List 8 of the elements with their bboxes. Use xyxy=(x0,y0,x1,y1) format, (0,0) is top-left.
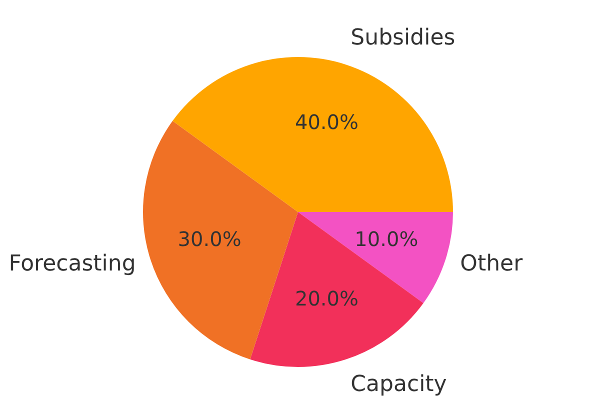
slice-label: Other xyxy=(460,251,524,276)
data-label: 10.0% xyxy=(354,226,418,251)
slice-label: Capacity xyxy=(350,372,447,397)
data-label: 20.0% xyxy=(294,286,359,311)
slice-label: Forecasting xyxy=(8,251,136,276)
data-label: 30.0% xyxy=(178,226,242,251)
slice-label: Subsidies xyxy=(350,26,456,51)
data-label: 40.0% xyxy=(294,110,359,134)
